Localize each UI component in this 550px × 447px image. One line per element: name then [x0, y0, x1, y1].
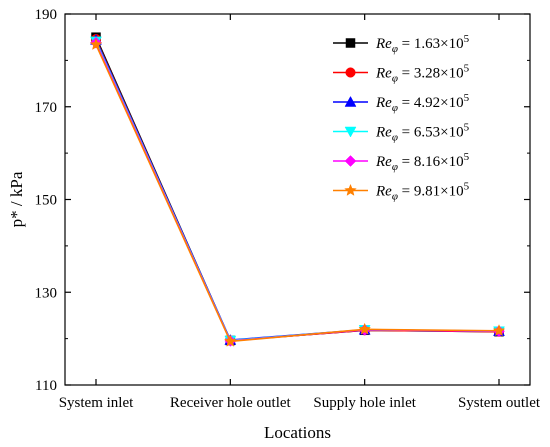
x-axis-title: Locations: [264, 423, 331, 442]
x-tick-label: Supply hole inlet: [313, 395, 416, 411]
data-point: [492, 324, 506, 337]
x-tick-label: System inlet: [59, 395, 134, 411]
legend-label: Reφ = 6.53×105: [375, 122, 470, 144]
legend-marker: [344, 183, 357, 196]
legend-entry-6: Reφ = 9.81×105: [333, 181, 470, 203]
data-point: [358, 322, 372, 335]
legend-label: Reφ = 4.92×105: [375, 92, 470, 114]
x-tick-label: System outlet: [458, 395, 541, 411]
legend-entry-5: Reφ = 8.16×105: [333, 151, 470, 173]
data-point: [223, 334, 237, 347]
data-point: [89, 37, 103, 51]
legend-marker: [345, 38, 356, 48]
legend-label: Reφ = 9.81×105: [375, 181, 470, 203]
legend-label: Reφ = 3.28×105: [375, 63, 470, 85]
y-tick-label: 150: [35, 193, 58, 209]
y-axis-title: p* / kPa: [7, 171, 26, 227]
legend: Reφ = 1.63×105 Reφ = 3.28×105 Reφ = 4.92×1…: [333, 33, 470, 203]
legend-label: Reφ = 1.63×105: [375, 33, 470, 55]
legend-entry-1: Reφ = 1.63×105: [333, 33, 470, 55]
y-axis: 110 130 150 170 190: [35, 7, 530, 394]
x-axis: System inlet Receiver hole outlet Supply h…: [59, 14, 541, 411]
legend-entry-2: Reφ = 3.28×105: [333, 63, 470, 85]
legend-label: Reφ = 8.16×105: [375, 151, 470, 173]
legend-entry-4: Reφ = 6.53×105: [333, 122, 470, 144]
legend-marker: [345, 67, 356, 78]
legend-marker: [344, 155, 357, 167]
series-layer: [89, 32, 506, 347]
series-6: [89, 37, 506, 347]
legend-entry-3: Reφ = 4.92×105: [333, 92, 470, 114]
x-tick-label: Receiver hole outlet: [170, 395, 292, 411]
y-tick-label: 170: [35, 100, 58, 116]
series-line: [95, 44, 500, 343]
y-tick-label: 130: [35, 285, 58, 301]
legend-marker: [344, 95, 357, 107]
y-tick-label: 110: [35, 378, 57, 394]
legend-marker: [344, 126, 357, 138]
y-tick-label: 190: [35, 7, 58, 23]
